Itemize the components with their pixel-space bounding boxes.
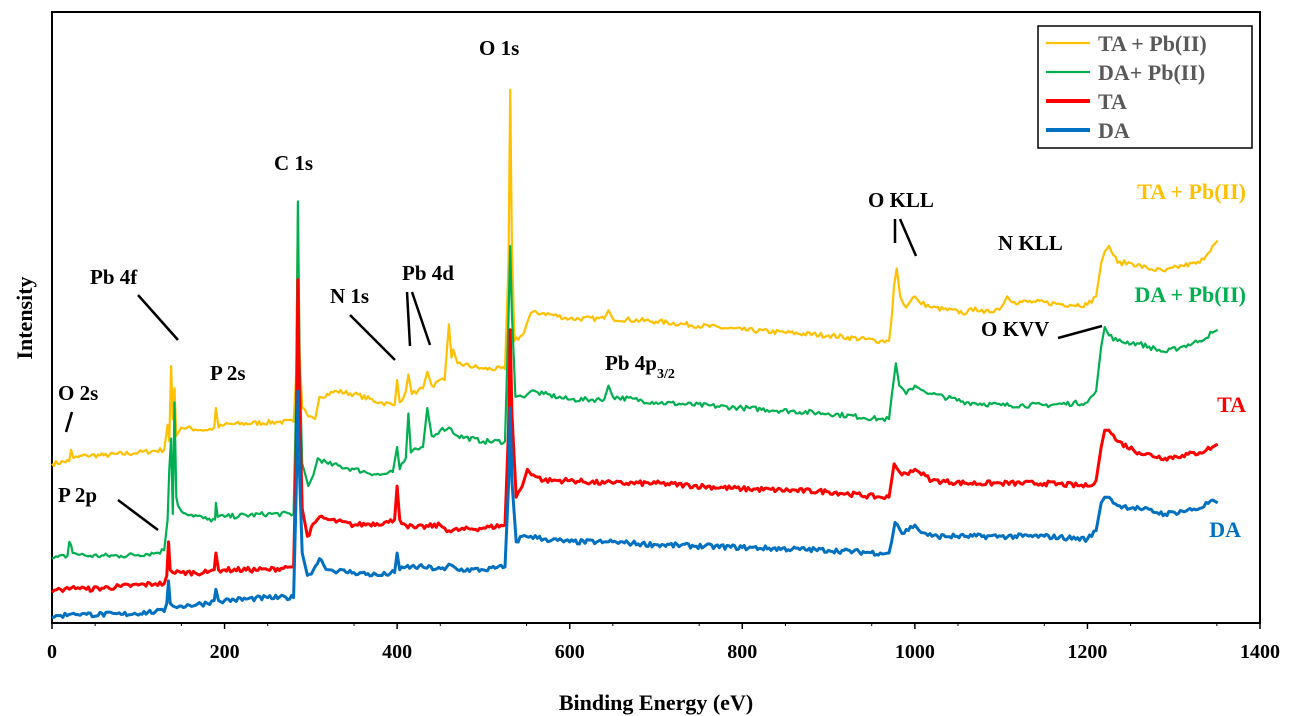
peak-leader-line	[407, 292, 410, 346]
series-label-2: TA	[1217, 392, 1246, 417]
peak-leader-line	[66, 412, 72, 432]
legend-label-1: DA+ Pb(II)	[1098, 60, 1205, 85]
peak-label-n-1s: N 1s	[330, 284, 369, 308]
peak-annotations: O 2s Pb 4f P 2s P 2p C 1s N 1s Pb 4d O 1s Pb 4p3…	[58, 36, 1102, 530]
legend-label-2: TA	[1098, 89, 1127, 114]
peak-label-pb-4p: Pb 4p3/2	[605, 351, 675, 382]
x-tick-label-6: 1200	[1067, 641, 1107, 663]
x-tick-label-4: 800	[727, 641, 757, 663]
peak-label-o-kvv: O KVV	[981, 317, 1049, 341]
x-tick-label-2: 400	[382, 641, 412, 663]
x-axis-title: Binding Energy (eV)	[559, 690, 753, 715]
peak-label-pb-4d: Pb 4d	[402, 261, 454, 285]
peak-label-o-1s: O 1s	[479, 36, 519, 60]
peak-leader-line	[350, 315, 395, 360]
legend: TA + Pb(II) DA+ Pb(II) TA DA	[1038, 26, 1252, 148]
peak-label-c-1s: C 1s	[274, 151, 313, 175]
peak-leader-line	[118, 500, 158, 530]
series-label-1: DA + Pb(II)	[1134, 282, 1246, 307]
x-tick-label-1: 200	[210, 641, 240, 663]
series-label-0: TA + Pb(II)	[1137, 179, 1246, 204]
peak-label-p-2p: P 2p	[58, 483, 97, 507]
peak-leader-line	[138, 295, 178, 340]
x-tick-label-0: 0	[47, 641, 57, 663]
x-tick-label-3: 600	[555, 641, 585, 663]
x-tick-label-5: 1000	[895, 641, 935, 663]
peak-label-subscript: 3/2	[657, 367, 675, 382]
peak-label-p-2s: P 2s	[210, 361, 246, 385]
legend-label-3: DA	[1098, 118, 1130, 143]
x-axis: 0 200 400 600 800 1000 1200 1400	[47, 623, 1280, 663]
series-labels: TA + Pb(II) DA + Pb(II) TA DA	[1134, 179, 1246, 542]
legend-label-0: TA + Pb(II)	[1098, 31, 1207, 56]
peak-label-n-kll: N KLL	[998, 231, 1063, 255]
peak-leader-line	[1058, 326, 1102, 338]
peak-label-o-kll: O KLL	[868, 188, 934, 212]
peak-label-o-2s: O 2s	[58, 381, 98, 405]
peak-leader-line	[412, 292, 430, 345]
peak-label-pb-4f: Pb 4f	[90, 265, 138, 289]
y-axis-title: Intensity	[12, 276, 37, 359]
series-line-3	[52, 391, 1218, 617]
x-tick-label-7: 1400	[1240, 641, 1280, 663]
peak-leader-line	[900, 219, 916, 256]
series-label-3: DA	[1209, 517, 1241, 542]
